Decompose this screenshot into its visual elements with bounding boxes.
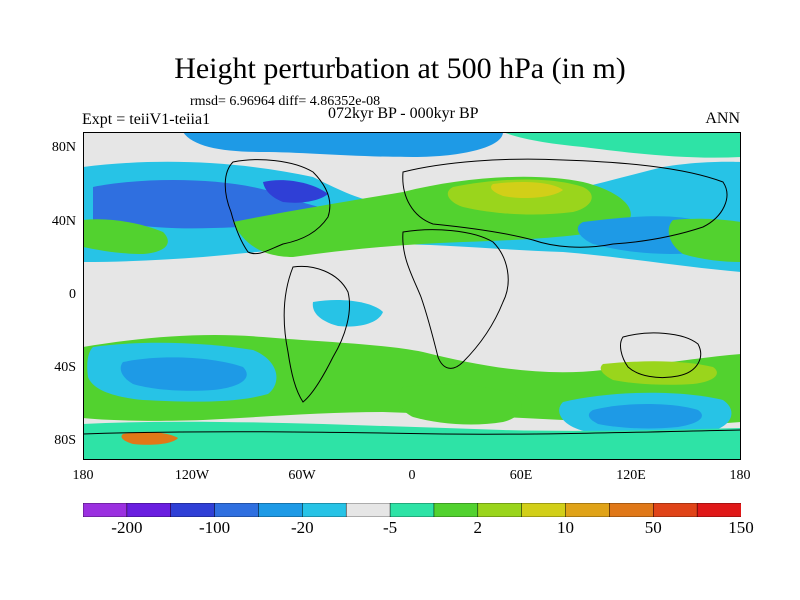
season-label: ANN (705, 110, 740, 127)
antarctica-outline (83, 429, 741, 435)
europe-asia-outline (402, 158, 728, 248)
colorbar-label: -100 (199, 518, 231, 537)
map-frame (83, 132, 741, 460)
colorbar-swatch (302, 502, 347, 518)
colorbar-swatch (565, 502, 611, 518)
nh-blue-core-dark (263, 180, 328, 203)
colorbar-swatch (653, 502, 698, 518)
lon-tick-60w: 60W (288, 468, 316, 483)
lon-tick-60e: 60E (509, 468, 533, 483)
north-america-outline (224, 159, 331, 255)
lon-tick-180-west: 180 (72, 468, 94, 483)
lat-tick-0: 0 (69, 287, 76, 302)
nh-green-pacific (83, 219, 168, 254)
period-label: 072kyr BP - 000kyr BP (328, 105, 479, 122)
australia-outline (620, 332, 702, 379)
lat-tick-80n: 80N (51, 140, 76, 155)
south-america-outline (283, 265, 351, 403)
lat-tick-40s: 40S (54, 360, 76, 375)
colorbar-swatch (126, 502, 172, 518)
colorbar-label: 50 (644, 518, 662, 537)
colorbar-label: -200 (111, 518, 143, 537)
colorbar-swatch (609, 502, 655, 518)
arctic-blue (183, 132, 503, 157)
sh-blue-core-pacific (120, 357, 247, 391)
nh-green-pacific-east (668, 218, 741, 262)
colorbar-swatch (345, 502, 391, 518)
subtropic-blue-west (312, 300, 383, 327)
coastlines (83, 158, 741, 435)
lon-tick-180-east: 180 (729, 468, 751, 483)
colorbar-swatch (214, 502, 260, 518)
map-plot (83, 132, 741, 460)
lon-tick-120e: 120E (616, 468, 646, 483)
sh-blue-core-indian (588, 404, 702, 429)
colorbar-label: -5 (383, 518, 398, 537)
lat-tick-40n: 40N (51, 214, 76, 229)
experiment-label: Expt = teiiV1-teiia1 (82, 111, 211, 128)
colorbar-swatch (477, 502, 523, 518)
colorbar-swatch (82, 502, 128, 518)
colorbar-swatches (82, 502, 742, 518)
antarctic-orange-spot (121, 431, 178, 445)
colorbar-swatch (389, 502, 435, 518)
colorbar-label: 150 (728, 518, 754, 537)
colorbar-label: 2 (473, 518, 483, 537)
colorbar-label: 10 (557, 518, 574, 537)
sh-yellow-south (600, 361, 717, 385)
plot-title: Height perturbation at 500 hPa (in m) (174, 52, 626, 85)
colorbar-swatch (696, 502, 742, 518)
colorbar (82, 502, 742, 518)
colorbar-label: -20 (290, 518, 314, 537)
stats-subtitle: rmsd= 6.96964 diff= 4.86352e-08 (190, 94, 381, 109)
lon-tick-120w: 120W (174, 468, 210, 483)
sh-green-atlantic (398, 384, 522, 425)
map-canvas (83, 132, 741, 460)
africa-outline (402, 229, 509, 369)
nh-orange-core (491, 182, 563, 198)
colorbar-swatch (258, 502, 304, 518)
colorbar-swatch (433, 502, 479, 518)
colorbar-swatch (170, 502, 216, 518)
colorbar-swatch (521, 502, 567, 518)
arctic-green-right (503, 132, 741, 158)
lon-tick-0: 0 (408, 468, 416, 483)
lat-tick-80s: 80S (54, 433, 76, 448)
